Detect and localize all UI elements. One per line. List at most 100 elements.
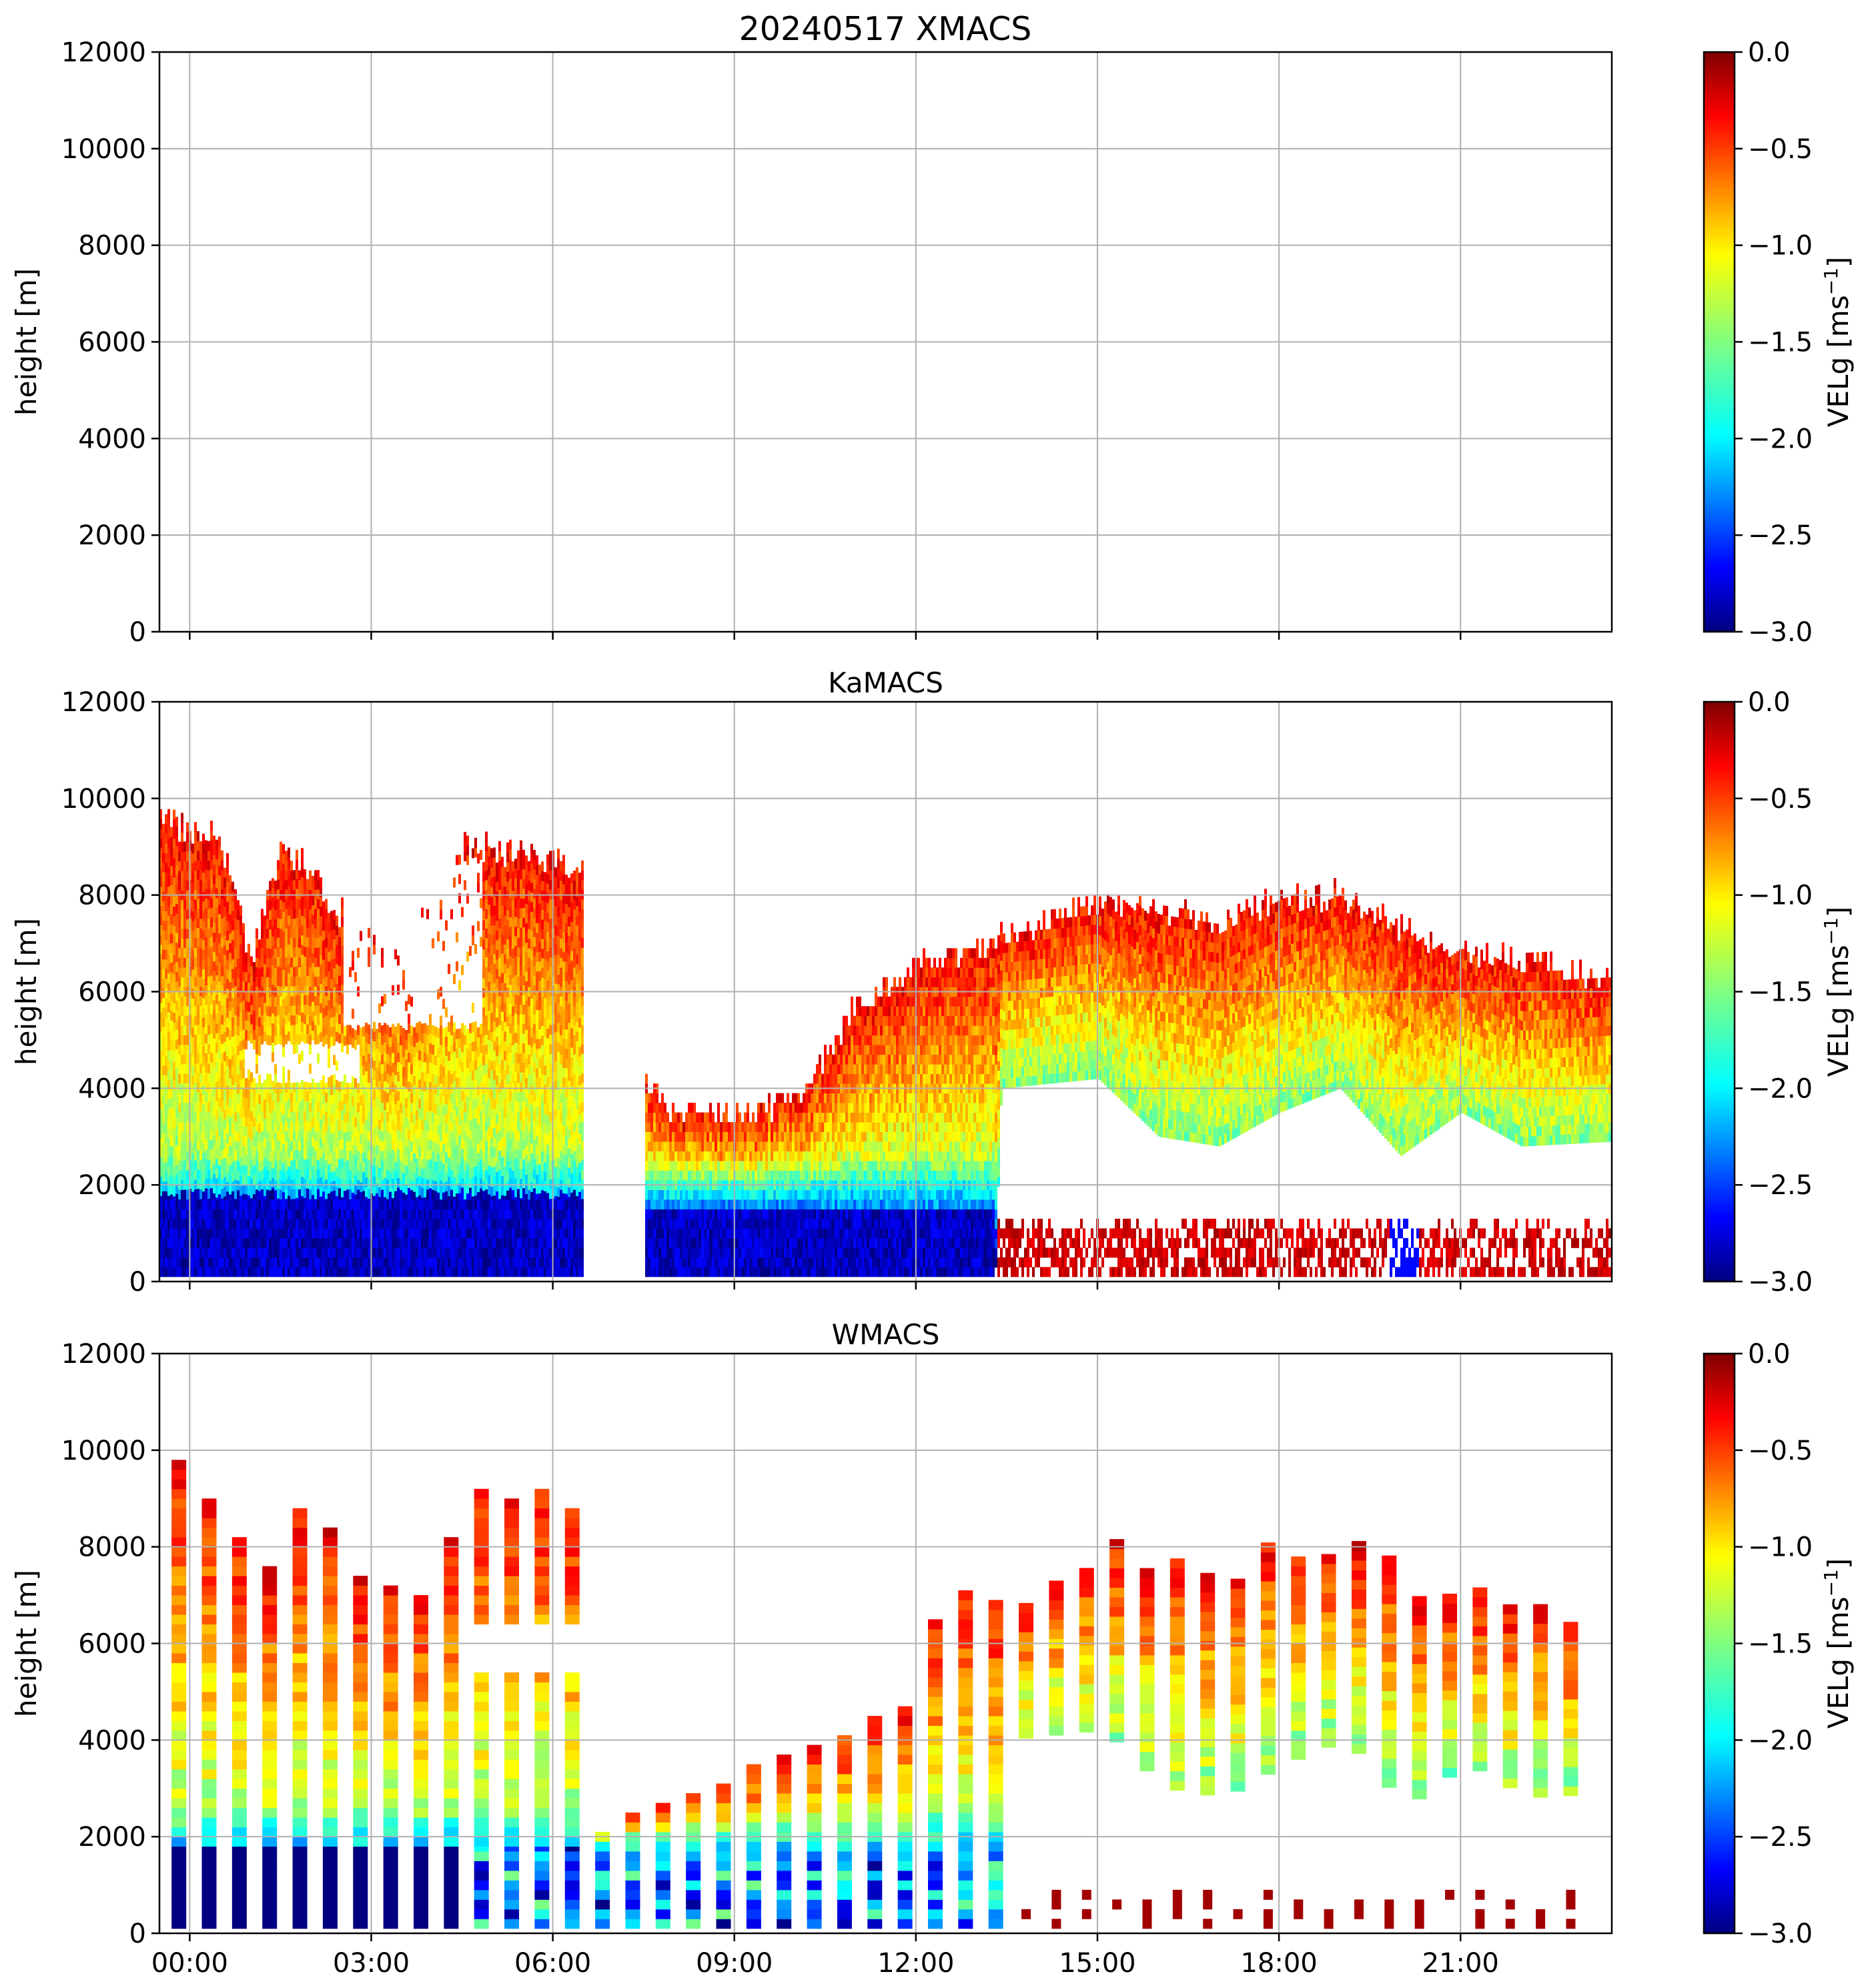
ka-cell [248,1267,250,1278]
ka-cell [512,1257,514,1268]
ka-cell [285,1248,288,1258]
ka-cell [194,861,197,871]
ka-cell [191,882,194,893]
ka-cell [469,1119,472,1130]
ka-cell [344,1084,346,1095]
ka-cell [376,1067,378,1078]
ka-cell [506,1248,509,1258]
ka-cell [277,1005,280,1015]
ka-cell [317,1034,320,1045]
ka-cell [520,1130,522,1141]
ka-cell [405,1175,408,1185]
ka-cell [167,1176,170,1187]
ka-cell [416,1199,418,1209]
ka-cell [493,915,496,925]
ka-cell [237,900,240,911]
ka-cell [512,1228,514,1239]
ka-cell [237,1035,240,1046]
ka-cell [501,1011,504,1022]
ka-cell [517,1189,520,1200]
ka-cell [298,995,301,1006]
ka-cell [504,935,506,945]
ka-cell [183,870,186,881]
ka-cell [159,1109,162,1119]
ka-cell [197,1140,199,1151]
ka-cell [320,897,322,907]
ka-cell [330,1267,333,1278]
ka-cell [272,1129,274,1139]
ka-cell [261,1015,264,1025]
ka-cell [178,1248,181,1258]
ka-cell [229,1209,231,1219]
ka-cell [274,957,277,968]
ka-cell [191,1037,194,1047]
ka-cell [418,1175,421,1186]
ka-cell [429,1199,432,1209]
ka-cell [274,1131,277,1142]
ka-cell [501,1059,504,1070]
ka-cell [234,1034,237,1045]
ka-cell [488,1020,490,1031]
ka-cell [213,1057,215,1068]
ka-cell [344,1199,346,1209]
ka-cell [336,973,338,984]
ka-cell [162,1142,165,1153]
ka-cell [376,1096,378,1107]
ka-cell [504,1257,506,1268]
ka-cell [429,1043,432,1053]
ka-cell [264,1109,266,1119]
ka-cell [181,861,183,871]
ka-cell [167,838,170,849]
ka-cell [165,911,167,921]
ka-cell [213,1135,215,1145]
ka-cell [165,1113,167,1124]
ka-cell [306,1101,309,1111]
ka-cell [205,1248,207,1258]
ka-cell [330,1027,333,1037]
ka-cell [213,951,215,962]
ka-cell [333,1141,336,1152]
ka-cell [240,1108,242,1119]
ka-cell [328,1048,330,1059]
ka-cell [426,1102,429,1113]
ka-cell [474,1021,477,1032]
ka-cell [496,1248,498,1258]
ka-cell [429,1033,432,1043]
ka-cell [170,846,173,857]
ka-cell [485,1034,488,1045]
ka-cell [496,949,498,960]
ka-cell [207,1121,210,1131]
ka-cell [213,1199,215,1209]
ka-cell [210,1159,213,1169]
ka-cell [373,1218,376,1229]
ka-cell [413,1267,416,1278]
ka-cell [485,1102,488,1113]
ka-cell [231,988,234,999]
ka-cell [490,1070,493,1081]
ka-cell [194,1267,197,1278]
ka-cell [162,939,165,950]
ka-cell [296,956,298,967]
ka-cell [501,1069,504,1080]
ka-cell [437,1189,440,1200]
ka-cell [328,922,330,933]
ka-cell [237,939,240,949]
ka-cell [202,1228,205,1239]
ka-cell [165,1181,167,1191]
ka-cell [173,954,175,965]
ka-cell [296,1101,298,1111]
ka-cell [429,1209,432,1219]
ka-cell [490,1061,493,1071]
ka-cell [221,1121,223,1131]
ka-cell [477,882,480,893]
ka-cell [181,832,183,843]
ka-cell [162,872,165,883]
ka-cell [167,886,170,897]
ka-cell [309,1102,312,1113]
ka-cell [285,909,288,919]
ka-cell [434,1181,437,1191]
ka-cell [352,1257,354,1268]
ka-cell [181,938,183,949]
ka-cell [413,1237,416,1248]
ka-cell [175,1237,178,1248]
